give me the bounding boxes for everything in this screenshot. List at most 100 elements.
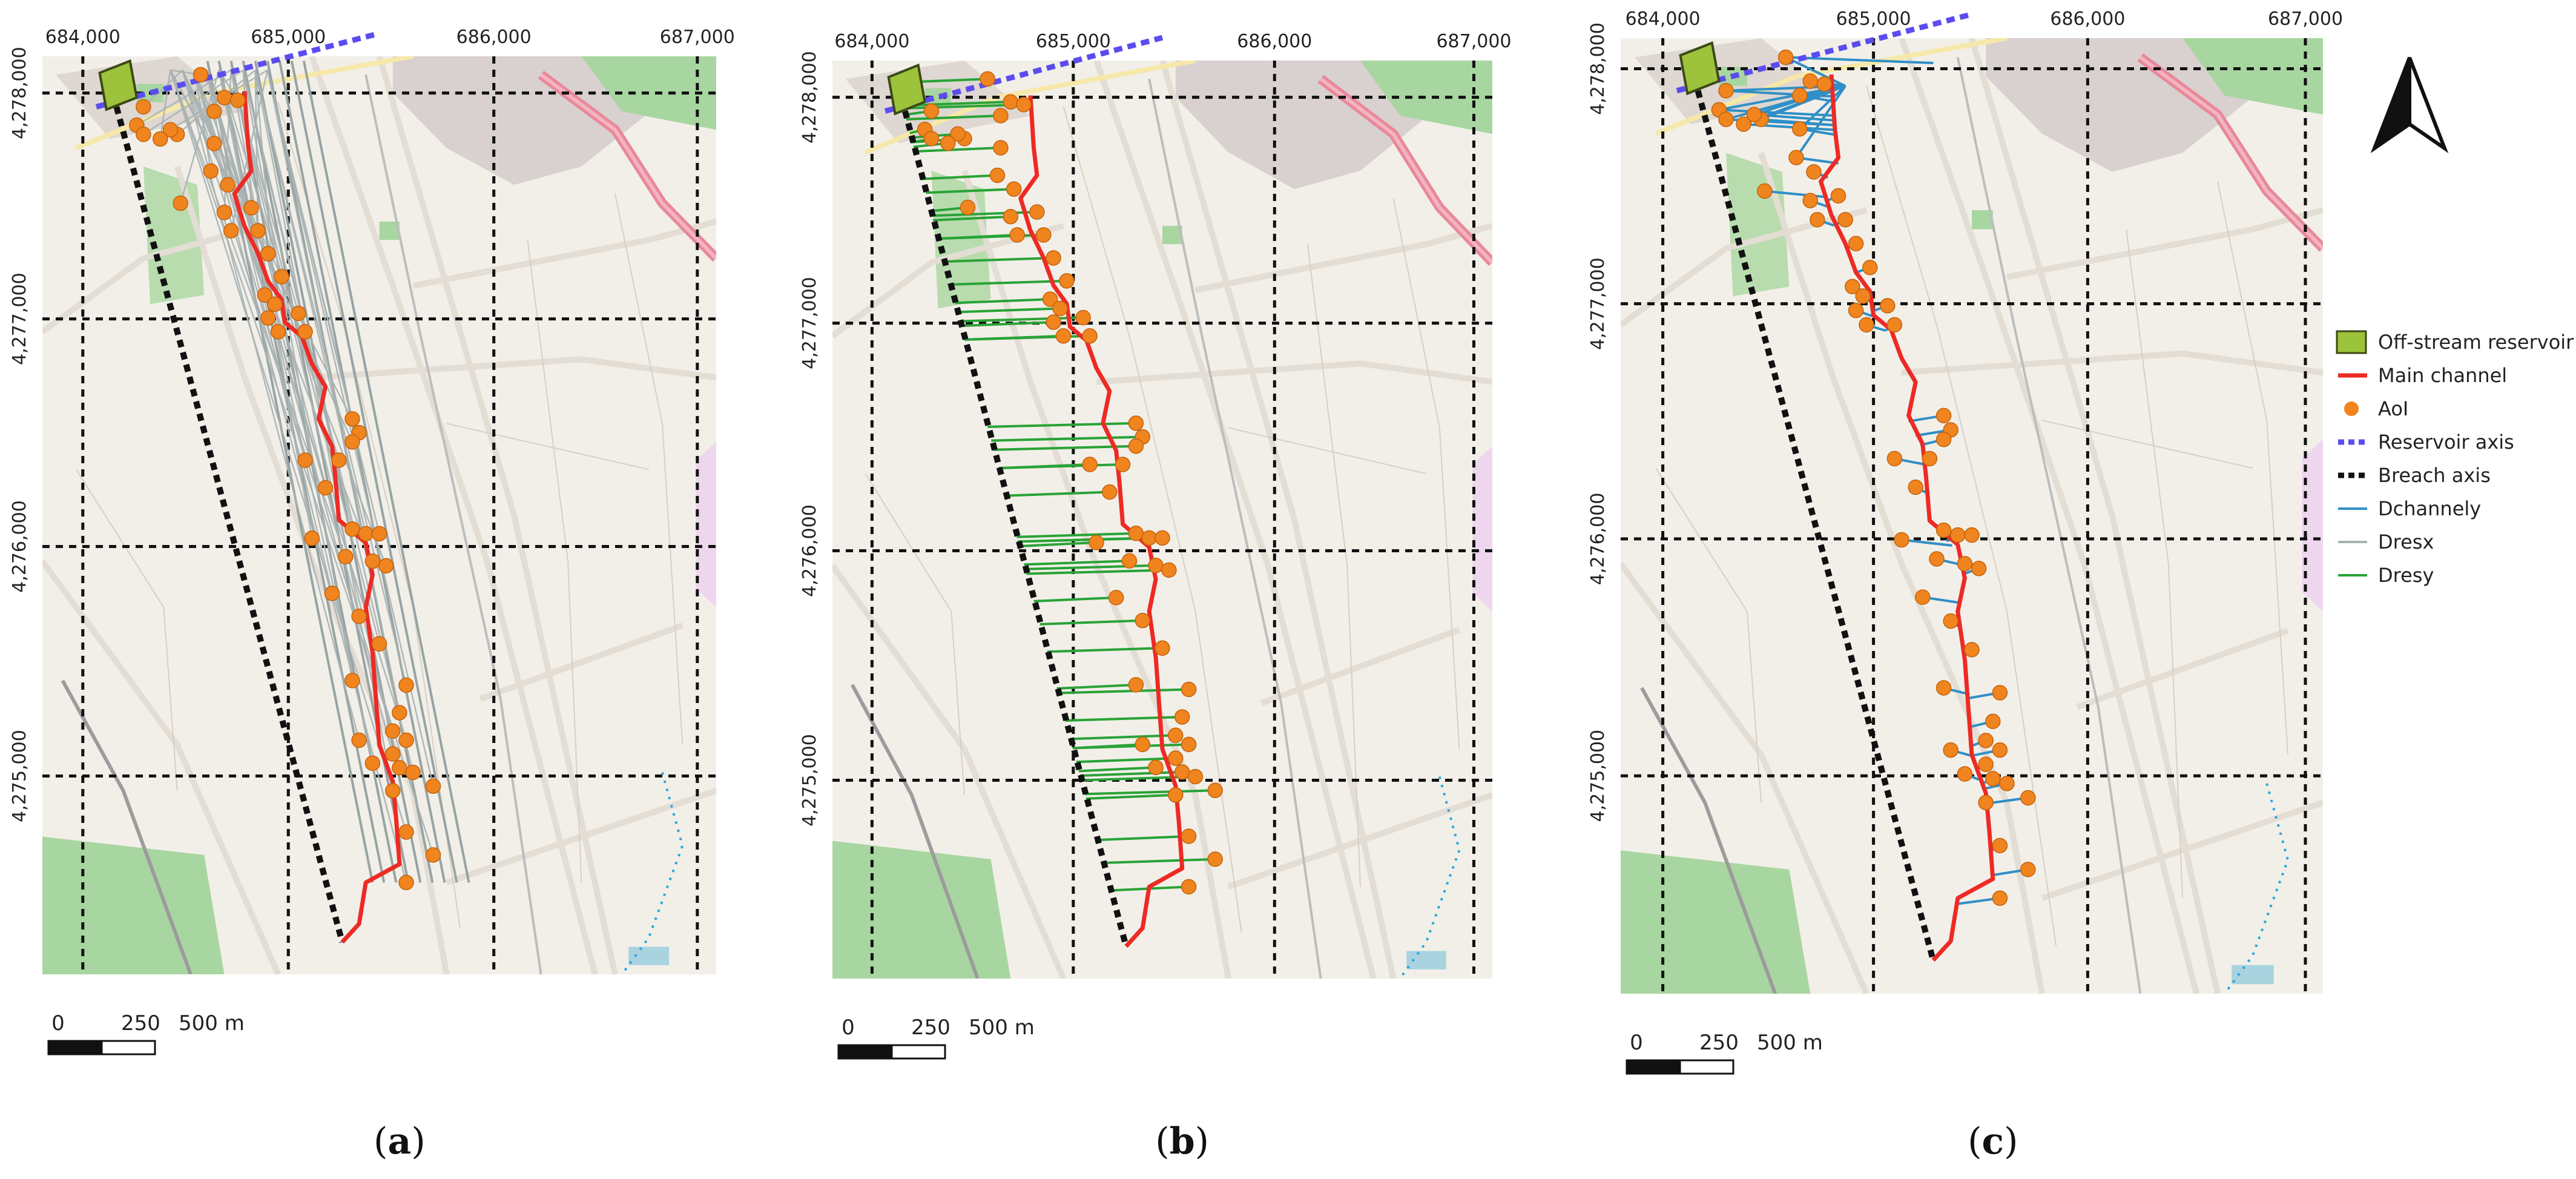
- dresy-line-2: [902, 101, 1011, 107]
- y-tick-label: 4,277,000: [799, 277, 820, 369]
- road-1: [1159, 61, 1397, 979]
- road-1: [376, 56, 618, 974]
- aoi-point-37: [1148, 558, 1164, 573]
- aoi-point-39: [324, 586, 340, 601]
- y-tick-label: 4,277,000: [9, 272, 30, 365]
- panel-label-a: (a): [374, 1120, 426, 1163]
- aoi-point-38: [1971, 561, 1987, 576]
- aoi-point-13: [1757, 183, 1773, 199]
- aoi-point-8: [950, 126, 966, 142]
- dresy-line-48: [1076, 757, 1176, 764]
- aoi-point-56: [1181, 879, 1197, 895]
- aoi-point-34: [1141, 530, 1157, 546]
- x-tick-label: 685,000: [251, 27, 326, 48]
- dresy-line-10: [914, 147, 1001, 153]
- dresx-link-48: [206, 70, 394, 755]
- aoi-point-24: [297, 324, 313, 340]
- dresy-line-47: [1072, 743, 1189, 750]
- basemap: [42, 56, 716, 974]
- aoi-point-44: [1985, 713, 2001, 730]
- track-1: [2126, 229, 2183, 899]
- aoi-point-2: [1802, 73, 1818, 89]
- aoi-point-24: [1082, 328, 1098, 344]
- aoi-point-49: [1957, 766, 1973, 782]
- dresy-line-54: [1096, 835, 1189, 842]
- aoi-point-46: [1943, 742, 1958, 758]
- dresy-line-43: [1058, 688, 1189, 695]
- scale-bar-label: 0: [51, 1011, 65, 1035]
- aoi-point-53: [2020, 790, 2036, 806]
- park-sw: [1621, 850, 1811, 994]
- aoi-point-34: [1950, 527, 1966, 543]
- aoi-point-46: [1135, 736, 1151, 753]
- aoi-points: [917, 71, 1223, 895]
- y-tick-label: 4,276,000: [799, 504, 820, 597]
- road-2: [1621, 561, 1869, 994]
- breach-axis: [902, 110, 1129, 948]
- dchannely-fan-11: [1795, 85, 1846, 159]
- track-0: [1866, 85, 2057, 946]
- park-ne: [1360, 61, 1492, 134]
- panel-label-open: (: [1155, 1120, 1169, 1163]
- off-stream-reservoir: [98, 59, 139, 111]
- dresy-line-42: [1056, 683, 1136, 690]
- aoi-point-18: [1046, 250, 1061, 266]
- aoi-points: [129, 67, 441, 891]
- aoi-point-35: [1964, 527, 1980, 543]
- aoi-point-42: [1128, 677, 1144, 693]
- aoi-point-43: [1181, 681, 1197, 698]
- legend-item: Reservoir axis: [2338, 431, 2514, 454]
- legend-symbol-polygon: [2336, 330, 2367, 354]
- basemap: [832, 61, 1492, 979]
- aoi-point-56: [398, 874, 414, 891]
- aoi-point-12: [1806, 164, 1822, 180]
- dchannely-fan-10: [1799, 85, 1846, 130]
- aoi-point-53: [1207, 782, 1223, 798]
- secondary-road: [1655, 38, 2008, 136]
- y-tick-label: 4,276,000: [9, 500, 30, 593]
- aoi-point-23: [291, 305, 306, 322]
- aoi-point-6: [136, 127, 151, 142]
- aoi-point-51: [405, 764, 421, 781]
- axis-tick-labels: 684,000 685,000 686,000 687,000 4,278,000 4,2…: [9, 27, 735, 822]
- aoi-point-15: [1830, 188, 1846, 204]
- aoi-point-47: [398, 732, 414, 748]
- aoi-point-9: [940, 135, 956, 151]
- aoi-point-44: [1174, 709, 1190, 725]
- aoi-point-32: [304, 530, 320, 546]
- scale-bar: 0 250 500 m: [47, 1011, 245, 1055]
- dresy-line-51: [1081, 775, 1196, 782]
- dresy-line-14: [932, 215, 1011, 222]
- scale-bar-label: 500 m: [179, 1011, 245, 1035]
- x-tick-label: 687,000: [1436, 31, 1511, 52]
- scale-bar-label: 250: [911, 1016, 950, 1040]
- aoi-point-41: [371, 636, 387, 652]
- axis-tick-labels: 684,000 685,000 686,000 687,000 4,278,000 4,2…: [799, 31, 1512, 827]
- dresx-link-40: [218, 70, 360, 617]
- legend-label: Off-stream reservoir: [2378, 331, 2574, 354]
- aoi-point-35: [1155, 530, 1170, 546]
- railway-2: [1956, 57, 2142, 994]
- aoi-point-20: [257, 287, 273, 303]
- road-7: [1260, 627, 1461, 706]
- panel-label-text: (c): [1968, 1120, 2018, 1163]
- dresy-line-18: [944, 256, 1054, 263]
- map-panel-a: 684,000 685,000 686,000 687,000 4,278,000 4,2…: [9, 27, 735, 1163]
- dresy-line-49: [1078, 766, 1156, 773]
- aoi-point-16: [1837, 212, 1853, 228]
- aoi-point-10: [993, 140, 1009, 156]
- aoi-point-23: [1880, 298, 1896, 314]
- scale-bar-label: 250: [121, 1011, 160, 1035]
- x-tick-label: 684,000: [1626, 8, 1701, 30]
- track-3: [1655, 467, 1762, 803]
- aoi-point-52: [1168, 787, 1184, 803]
- panel-label-text: (a): [374, 1120, 426, 1163]
- panel-label-open: (: [374, 1120, 387, 1163]
- y-tick-label: 4,276,000: [1587, 493, 1609, 586]
- aoi-point-21: [1052, 300, 1068, 317]
- aoi-point-30: [1908, 479, 1923, 495]
- panel-label-open: (: [1968, 1120, 1981, 1163]
- aoi-point-48: [385, 746, 401, 762]
- aoi-point-11: [989, 167, 1006, 183]
- aoi-point-13: [960, 199, 976, 216]
